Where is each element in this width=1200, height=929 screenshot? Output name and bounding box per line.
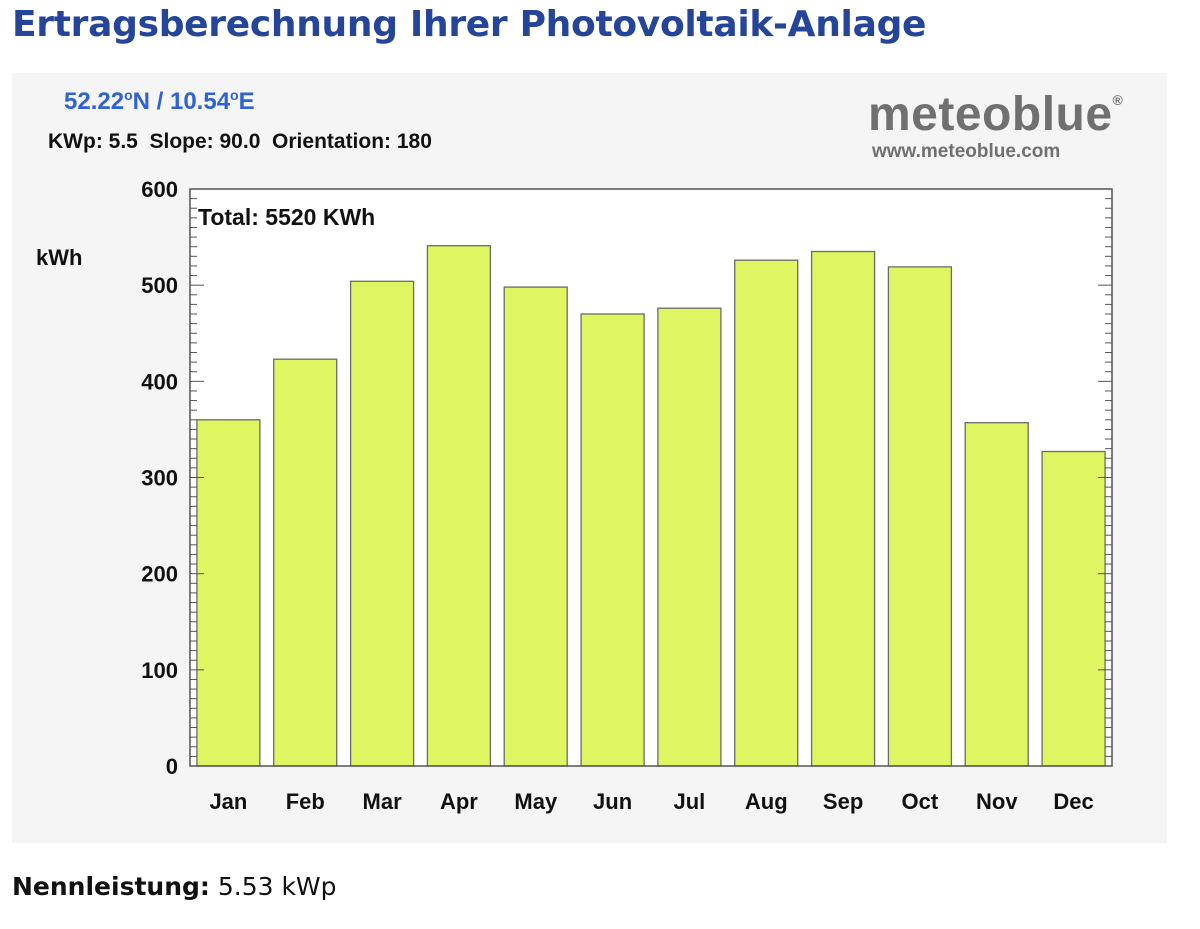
bar-chart: Jan Feb Mar Apr May Jun Jul Aug Sep Oct Nov Dec 0 100…: [36, 177, 1113, 814]
bar-mar: [349, 280, 415, 767]
y-axis-label: kWh: [36, 245, 82, 270]
bar-nov: [964, 422, 1029, 767]
y-tick-label: 500: [141, 273, 178, 298]
longitude-dir: E: [238, 88, 255, 115]
rated-power-label: Nennleistung:: [12, 872, 210, 901]
degree-mark: o: [230, 87, 239, 103]
rated-power-value: 5.53 kWp: [217, 872, 337, 901]
bar-feb: [273, 358, 338, 767]
bar-aug: [734, 259, 799, 767]
x-tick-label: Dec: [1053, 789, 1093, 814]
bar-sep: [810, 250, 876, 767]
bar-may: [503, 286, 568, 767]
x-tick-label: Feb: [286, 789, 325, 814]
x-tick-label: Jul: [674, 789, 706, 814]
bar-apr: [426, 245, 492, 767]
system-parameters: KWp: 5.5 Slope: 90.0 Orientation: 180: [48, 130, 432, 153]
bar-jul: [657, 307, 722, 767]
x-tick-label: Apr: [440, 789, 478, 814]
latitude: 52.22: [64, 88, 125, 115]
y-tick-label: 600: [141, 177, 178, 202]
registered-mark: ®: [1112, 92, 1124, 108]
x-tick-label: Jan: [209, 789, 247, 814]
y-tick-label: 400: [141, 369, 178, 394]
x-tick-label: Oct: [902, 789, 939, 814]
bar-jun: [580, 313, 645, 767]
brand-url: www.meteoblue.com: [872, 141, 1061, 162]
x-tick-label: Aug: [745, 789, 788, 814]
x-tick-label: Sep: [823, 789, 863, 814]
y-tick-label: 200: [141, 562, 178, 587]
x-tick-label: Mar: [363, 789, 403, 814]
brand-name: meteoblue: [868, 88, 1113, 141]
bar-jan: [196, 419, 261, 767]
longitude: 10.54: [169, 88, 231, 115]
total-annotation: Total: 5520 KWh: [198, 204, 375, 230]
location-coordinates: 52.22oN / 10.54oE: [64, 87, 255, 116]
degree-mark: o: [124, 87, 133, 103]
coord-separator: /: [149, 88, 170, 115]
plot-frame: [189, 188, 1113, 767]
chart-panel: 52.22oN / 10.54oE KWp: 5.5 Slope: 90.0 O…: [12, 73, 1167, 843]
y-tick-label: 100: [141, 658, 178, 683]
x-tick-label: Nov: [976, 789, 1018, 814]
plot-area: [190, 189, 1112, 766]
x-tick-label: Jun: [593, 789, 632, 814]
page-title: Ertragsberechnung Ihrer Photovoltaik-Anl…: [12, 4, 927, 45]
rated-power: Nennleistung: 5.53 kWp: [12, 872, 337, 901]
brand-logo: meteoblue®: [868, 91, 1123, 139]
y-tick-label: 0: [166, 754, 178, 779]
bar-dec: [1041, 450, 1106, 767]
bar-oct: [887, 266, 953, 767]
x-tick-label: May: [514, 789, 558, 814]
y-tick-label: 300: [141, 466, 178, 491]
latitude-dir: N: [132, 88, 150, 115]
